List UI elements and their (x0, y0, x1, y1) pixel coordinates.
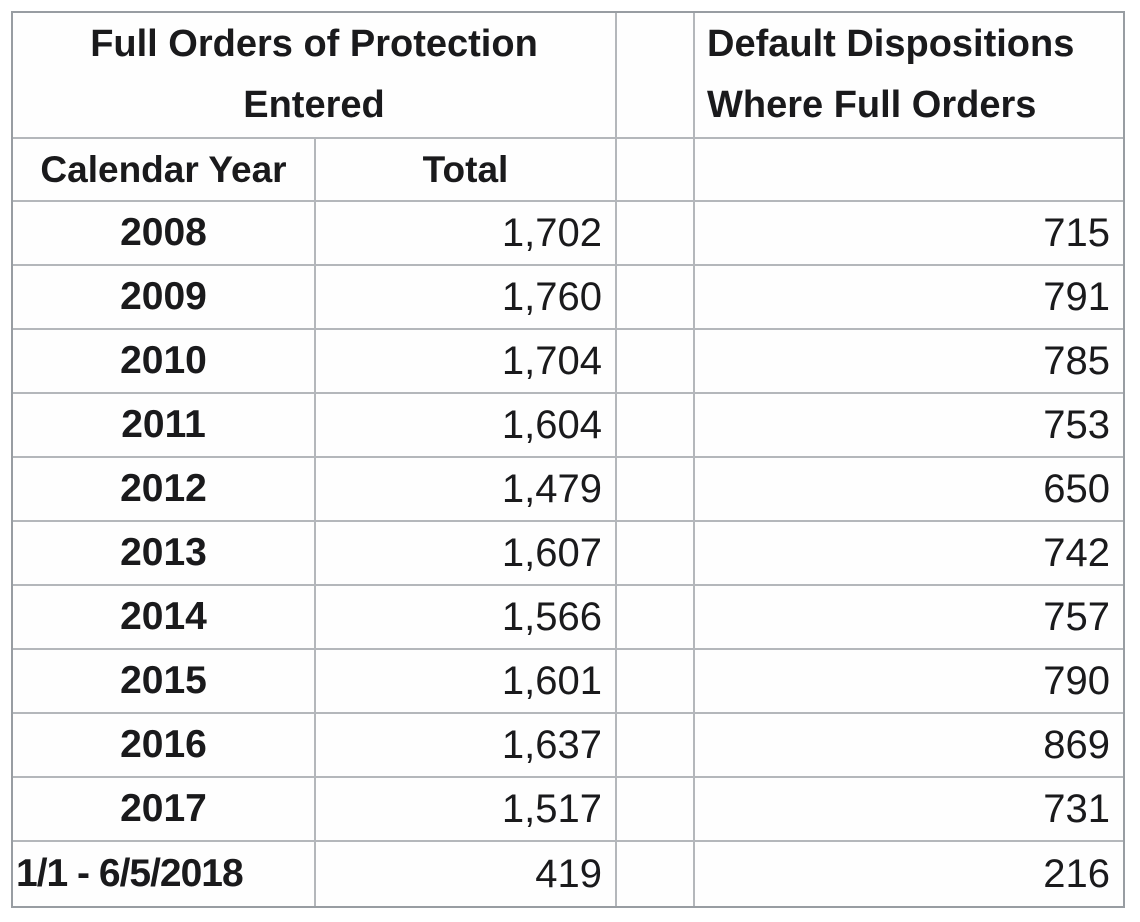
default-cell: 757 (695, 586, 1123, 650)
default-cell: 753 (695, 394, 1123, 458)
right-subheader-cell (695, 139, 1123, 202)
default-cell: 650 (695, 458, 1123, 522)
year-cell: 2014 (13, 586, 316, 650)
spacer-cell (617, 458, 695, 522)
default-cell: 790 (695, 650, 1123, 714)
total-cell: 1,760 (316, 266, 617, 330)
spacer-cell (617, 330, 695, 394)
default-cell: 742 (695, 522, 1123, 586)
spacer-cell (617, 842, 695, 906)
total-cell: 1,637 (316, 714, 617, 778)
year-cell: 2012 (13, 458, 316, 522)
year-cell: 2009 (13, 266, 316, 330)
total-cell: 419 (316, 842, 617, 906)
year-cell: 2008 (13, 202, 316, 266)
col-header-calendar-year: Calendar Year (13, 139, 316, 202)
spacer-cell (617, 586, 695, 650)
spacer-cell (617, 778, 695, 842)
protection-orders-table: Full Orders of Protection Entered Defaul… (11, 11, 1125, 908)
spacer-cell (617, 714, 695, 778)
right-header-cell: Default Dispositions Where Full Orders (695, 13, 1123, 139)
spacer-cell (617, 202, 695, 266)
default-cell: 791 (695, 266, 1123, 330)
year-cell: 2011 (13, 394, 316, 458)
total-cell: 1,607 (316, 522, 617, 586)
total-cell: 1,601 (316, 650, 617, 714)
spacer-subheader-cell (617, 139, 695, 202)
total-cell: 1,517 (316, 778, 617, 842)
spacer-cell (617, 522, 695, 586)
spacer-cell (617, 266, 695, 330)
year-cell: 2013 (13, 522, 316, 586)
right-header-line2: Where Full Orders (707, 84, 1037, 126)
spacer-cell (617, 650, 695, 714)
default-cell: 216 (695, 842, 1123, 906)
left-header-cell: Full Orders of Protection Entered (13, 13, 617, 139)
default-cell: 731 (695, 778, 1123, 842)
total-cell: 1,479 (316, 458, 617, 522)
year-cell: 2010 (13, 330, 316, 394)
left-header-line2: Entered (243, 84, 385, 126)
total-cell: 1,704 (316, 330, 617, 394)
right-header-line1: Default Dispositions (707, 23, 1075, 65)
spacer-cell (617, 394, 695, 458)
year-cell: 2016 (13, 714, 316, 778)
col-header-total: Total (316, 139, 617, 202)
year-cell: 2015 (13, 650, 316, 714)
default-cell: 785 (695, 330, 1123, 394)
default-cell: 715 (695, 202, 1123, 266)
total-cell: 1,702 (316, 202, 617, 266)
spacer-header-cell (617, 13, 695, 139)
total-cell: 1,566 (316, 586, 617, 650)
left-header-line1: Full Orders of Protection (90, 23, 538, 65)
default-cell: 869 (695, 714, 1123, 778)
year-cell: 1/1 - 6/5/2018 (13, 842, 316, 906)
year-cell: 2017 (13, 778, 316, 842)
total-cell: 1,604 (316, 394, 617, 458)
